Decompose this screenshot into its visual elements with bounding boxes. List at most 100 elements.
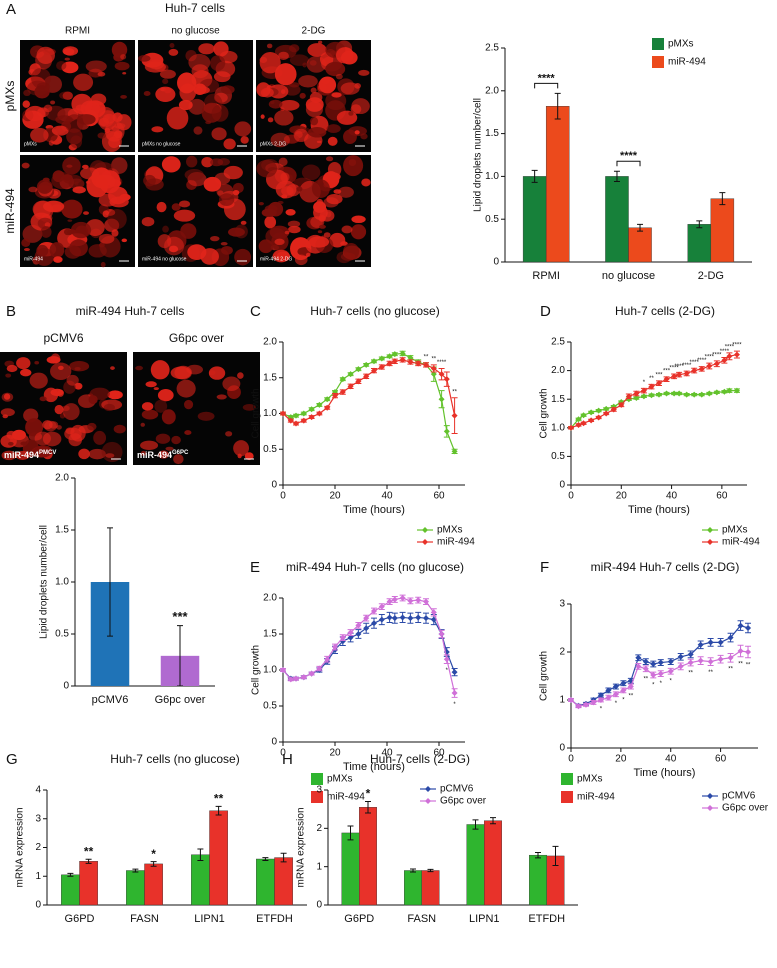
cell-signal [177,72,197,94]
panel-label: D [540,303,551,320]
bar [341,832,360,906]
significance: *** [172,609,188,624]
point [339,634,346,641]
legend-swatch [311,791,323,803]
point [612,691,619,698]
y-tick-label: 1.5 [263,629,277,640]
point [595,414,602,421]
column-label: pCMV6 [43,331,83,345]
cell-signal [56,60,67,71]
point [603,405,610,412]
cell-signal [24,105,46,122]
bracket [534,82,559,89]
y-tick-label: 3 [35,813,41,824]
panel-label: A [6,1,16,18]
point [363,373,370,380]
cell-signal [161,409,176,425]
significance: **** [674,364,684,370]
cell-signal [113,130,123,139]
y-tick-label: 0 [63,681,69,692]
point [667,668,674,675]
cell-signal [113,424,126,434]
point [635,654,642,661]
cell-signal [22,100,31,108]
legend-swatch [652,56,664,68]
y-tick-label: 1.0 [55,577,69,588]
error-bar [215,805,222,816]
point [745,649,752,655]
cell-signal [287,220,301,228]
cell-signal [309,116,319,126]
cell-signal [289,44,300,53]
point [415,597,422,604]
point [580,412,587,419]
x-tick-label: 0 [568,754,574,765]
y-tick-label: 1.5 [485,128,499,139]
point [438,371,445,378]
panel-label: H [282,751,293,768]
cell-signal [173,454,184,465]
cell-signal [351,98,370,115]
point [721,357,728,364]
cell-signal [98,233,115,244]
y-axis-label: Cell growth [251,388,262,438]
significance: ** [214,792,224,806]
point [657,659,664,666]
cell-signal [326,124,341,134]
cell-signal [120,94,127,99]
significance: * [366,787,371,801]
cell-signal [20,368,32,377]
legend-label: miR-494 [577,792,615,803]
y-tick-label: 1 [35,871,41,882]
point [726,353,733,360]
point [399,595,406,601]
y-tick-label: 0.5 [551,451,565,462]
cell-signal [218,193,235,206]
micrograph-caption: miR-494PMCV [4,450,56,461]
chart-title: miR-494 Huh-7 cells (no glucose) [286,560,464,574]
point [677,663,684,670]
error-bar [554,92,561,120]
point [407,615,414,622]
point [316,401,323,408]
cell-signal [213,71,231,83]
cell-signal [311,179,330,198]
chart-title: Huh-7 cells (2-DG) [370,752,470,766]
x-tick-label: ETFDH [256,913,293,925]
cell-signal [325,156,334,162]
point [697,641,704,648]
legend-label: pMXs [327,774,353,785]
y-tick-label: 0 [493,257,499,268]
cell-signal [307,43,327,57]
cell-signal [107,209,127,230]
cell-signal [12,429,26,441]
point [633,390,640,397]
cell-signal [140,450,146,456]
point [706,363,713,370]
cell-signal [259,51,281,74]
cell-signal [5,373,12,378]
error-bar [552,845,559,867]
point [597,692,604,699]
x-tick-label: 40 [665,754,677,765]
micrograph-caption: miR-494 no glucose [142,256,187,262]
point [287,676,294,683]
legend-label: miR-494 [327,792,365,803]
point [721,388,728,395]
significance: * [453,702,456,708]
point [667,658,674,665]
x-axis-label: Time (hours) [634,767,696,779]
significance: ** [728,667,733,673]
point [726,387,733,394]
cell-signal [140,422,145,427]
point [293,675,299,682]
point [300,410,307,417]
cell-signal [143,91,151,96]
cell-signal [166,106,189,130]
point [663,390,670,397]
caption-sup: PMCV [39,450,56,456]
point [642,665,649,672]
significance: ** [629,694,634,700]
legend-swatch [652,38,664,50]
point [691,391,698,398]
